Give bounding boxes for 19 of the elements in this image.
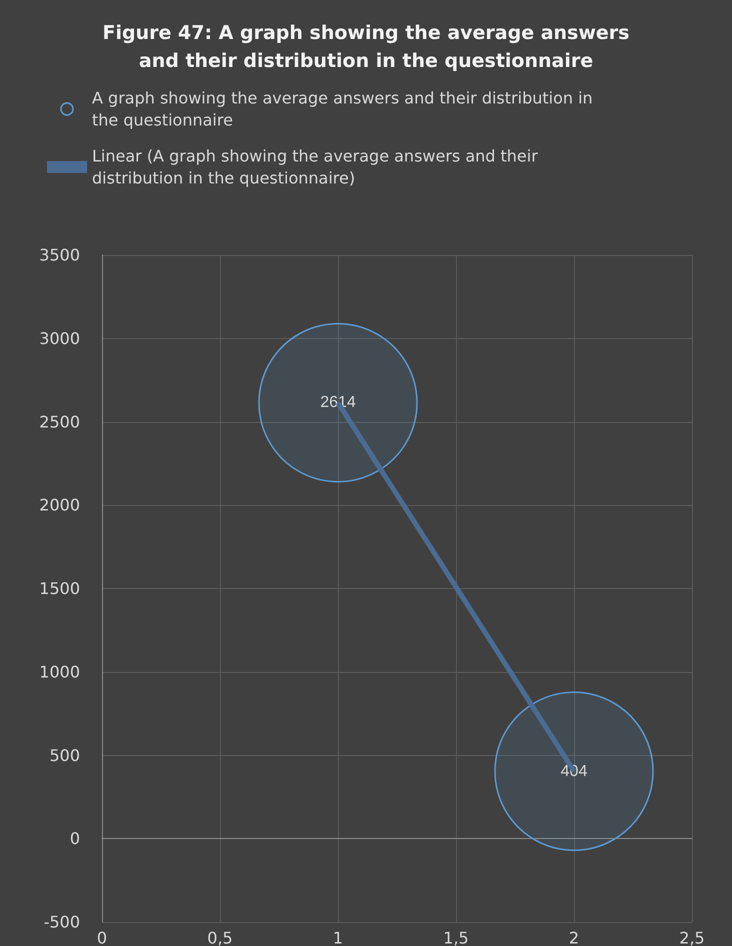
y-tick-label: 1000: [39, 662, 80, 682]
y-tick-label: 2000: [39, 496, 80, 515]
legend-label: Linear (A graph showing the average answers and their distribution in the questionnaire): [92, 146, 543, 188]
x-tick-label: 0,5: [207, 928, 233, 946]
data-label: 2614: [320, 394, 356, 412]
y-tick-label: 3000: [39, 328, 80, 348]
y-tick-label: 0: [70, 829, 80, 848]
y-tick-label: 1500: [39, 579, 80, 598]
x-tick-label: 2,5: [679, 928, 705, 946]
x-tick-label: 1,5: [443, 928, 469, 946]
y-tick-label: 500: [49, 746, 80, 765]
y-tick-label: 2500: [39, 412, 80, 432]
y-tick-label: 3500: [39, 246, 80, 264]
y-tick-label: -500: [44, 912, 80, 932]
x-tick-label: 2: [568, 928, 580, 946]
legend-label: A graph showing the average answers and their distribution in the questionnaire: [92, 88, 598, 130]
chart-title: Figure 47: A graph showing the average answers and their distribution in the questionnaire: [102, 22, 630, 72]
x-tick-label: 1: [332, 928, 344, 946]
x-tick-label: 0: [96, 928, 108, 946]
